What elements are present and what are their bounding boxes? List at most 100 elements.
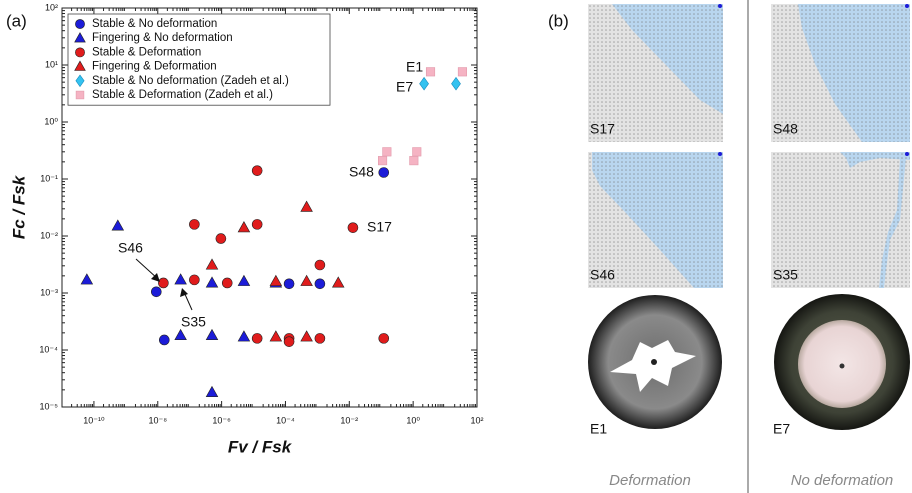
annotation: S35: [181, 314, 206, 330]
point: [314, 278, 326, 290]
x-axis-title: Fv / Fsk: [228, 437, 293, 456]
point: [331, 276, 345, 288]
point: [457, 67, 467, 77]
point: [347, 222, 359, 233]
point: [151, 286, 162, 298]
point: [251, 333, 263, 344]
arrowhead: [180, 288, 188, 297]
legend-label: Stable & Deformation: [92, 46, 201, 58]
legend-marker: [74, 60, 86, 71]
legend-marker: [74, 32, 86, 43]
panel-label: (b): [548, 11, 569, 30]
point: [111, 219, 125, 231]
annotation: S17: [367, 219, 392, 235]
y-tick-label: 10⁻⁴: [39, 344, 58, 354]
legend-label: Fingering & Deformation: [92, 61, 217, 73]
point: [174, 328, 187, 340]
point: [419, 76, 429, 91]
point: [205, 385, 219, 397]
annotation: S46: [118, 240, 143, 256]
y-tick-label: 10¹: [45, 59, 58, 69]
arrow: [135, 258, 159, 280]
point: [237, 330, 251, 342]
image-label: S35: [773, 267, 798, 283]
point: [237, 274, 251, 286]
point: [378, 156, 388, 166]
image-s46: [588, 152, 723, 288]
y-tick-label: 10⁻⁵: [40, 401, 59, 411]
point: [300, 330, 313, 342]
point: [237, 221, 251, 233]
annotation: S48: [349, 164, 374, 180]
panel-label: (a): [6, 11, 27, 30]
point: [283, 278, 295, 290]
caption: No deformation: [791, 472, 894, 489]
point: [300, 274, 313, 286]
image-label: S17: [590, 121, 615, 137]
x-tick-label: 10⁻⁶: [212, 415, 231, 425]
y-axis-title: Fc / Fsk: [9, 174, 28, 239]
point: [283, 336, 295, 347]
arrowhead: [151, 273, 160, 282]
legend-marker: [75, 19, 85, 29]
point: [425, 67, 436, 77]
x-tick-label: 10⁰: [406, 415, 420, 425]
point: [215, 233, 227, 244]
image-s35: [771, 152, 910, 288]
point: [158, 277, 169, 289]
annotation: E1: [406, 59, 423, 75]
image-label: S48: [773, 121, 798, 137]
image-label: S46: [590, 267, 615, 283]
y-tick-label: 10⁰: [44, 116, 58, 126]
point: [251, 165, 263, 176]
legend-label: Fingering & No deformation: [92, 32, 233, 44]
image-label: E7: [773, 421, 790, 437]
point: [409, 156, 419, 166]
point: [269, 274, 283, 286]
point: [269, 330, 283, 342]
point: [412, 147, 422, 157]
label-bg: [589, 421, 619, 439]
legend-label: Stable & No deformation: [92, 18, 217, 30]
label-bg: [772, 421, 802, 439]
x-tick-label: 10⁻⁸: [148, 415, 167, 425]
point: [189, 274, 200, 286]
point: [382, 147, 392, 157]
point: [378, 333, 390, 344]
point: [205, 258, 219, 270]
point: [205, 276, 219, 288]
point: [80, 273, 94, 285]
point: [158, 334, 170, 346]
legend-label: Stable & Deformation (Zadeh et al.): [92, 89, 273, 101]
point: [174, 273, 187, 285]
y-tick-label: 10⁻¹: [40, 173, 58, 183]
point: [300, 200, 313, 212]
legend-box: [67, 13, 331, 106]
image-label: E1: [590, 421, 607, 437]
x-tick-label: 10⁻¹⁰: [83, 415, 105, 425]
point: [451, 76, 461, 91]
x-tick-label: 10²: [470, 415, 483, 425]
point: [251, 219, 263, 230]
point: [378, 167, 390, 178]
point: [205, 328, 219, 340]
image-s48: [771, 4, 910, 142]
x-tick-label: 10⁻²: [340, 415, 358, 425]
legend-label: Stable & No deformation (Zadeh et al.): [92, 75, 289, 87]
image-e7: [774, 294, 910, 430]
x-tick-label: 10⁻⁴: [276, 415, 295, 425]
point: [314, 259, 326, 271]
point: [314, 333, 326, 344]
annotation: E7: [396, 79, 413, 95]
y-tick-label: 10⁻²: [40, 230, 58, 240]
y-tick-label: 10²: [45, 2, 58, 12]
image-e1: [588, 295, 722, 429]
legend-marker: [75, 74, 85, 88]
point: [221, 277, 233, 289]
point: [189, 219, 200, 230]
legend-marker: [75, 90, 85, 100]
caption: Deformation: [609, 472, 691, 489]
legend-marker: [75, 47, 85, 58]
